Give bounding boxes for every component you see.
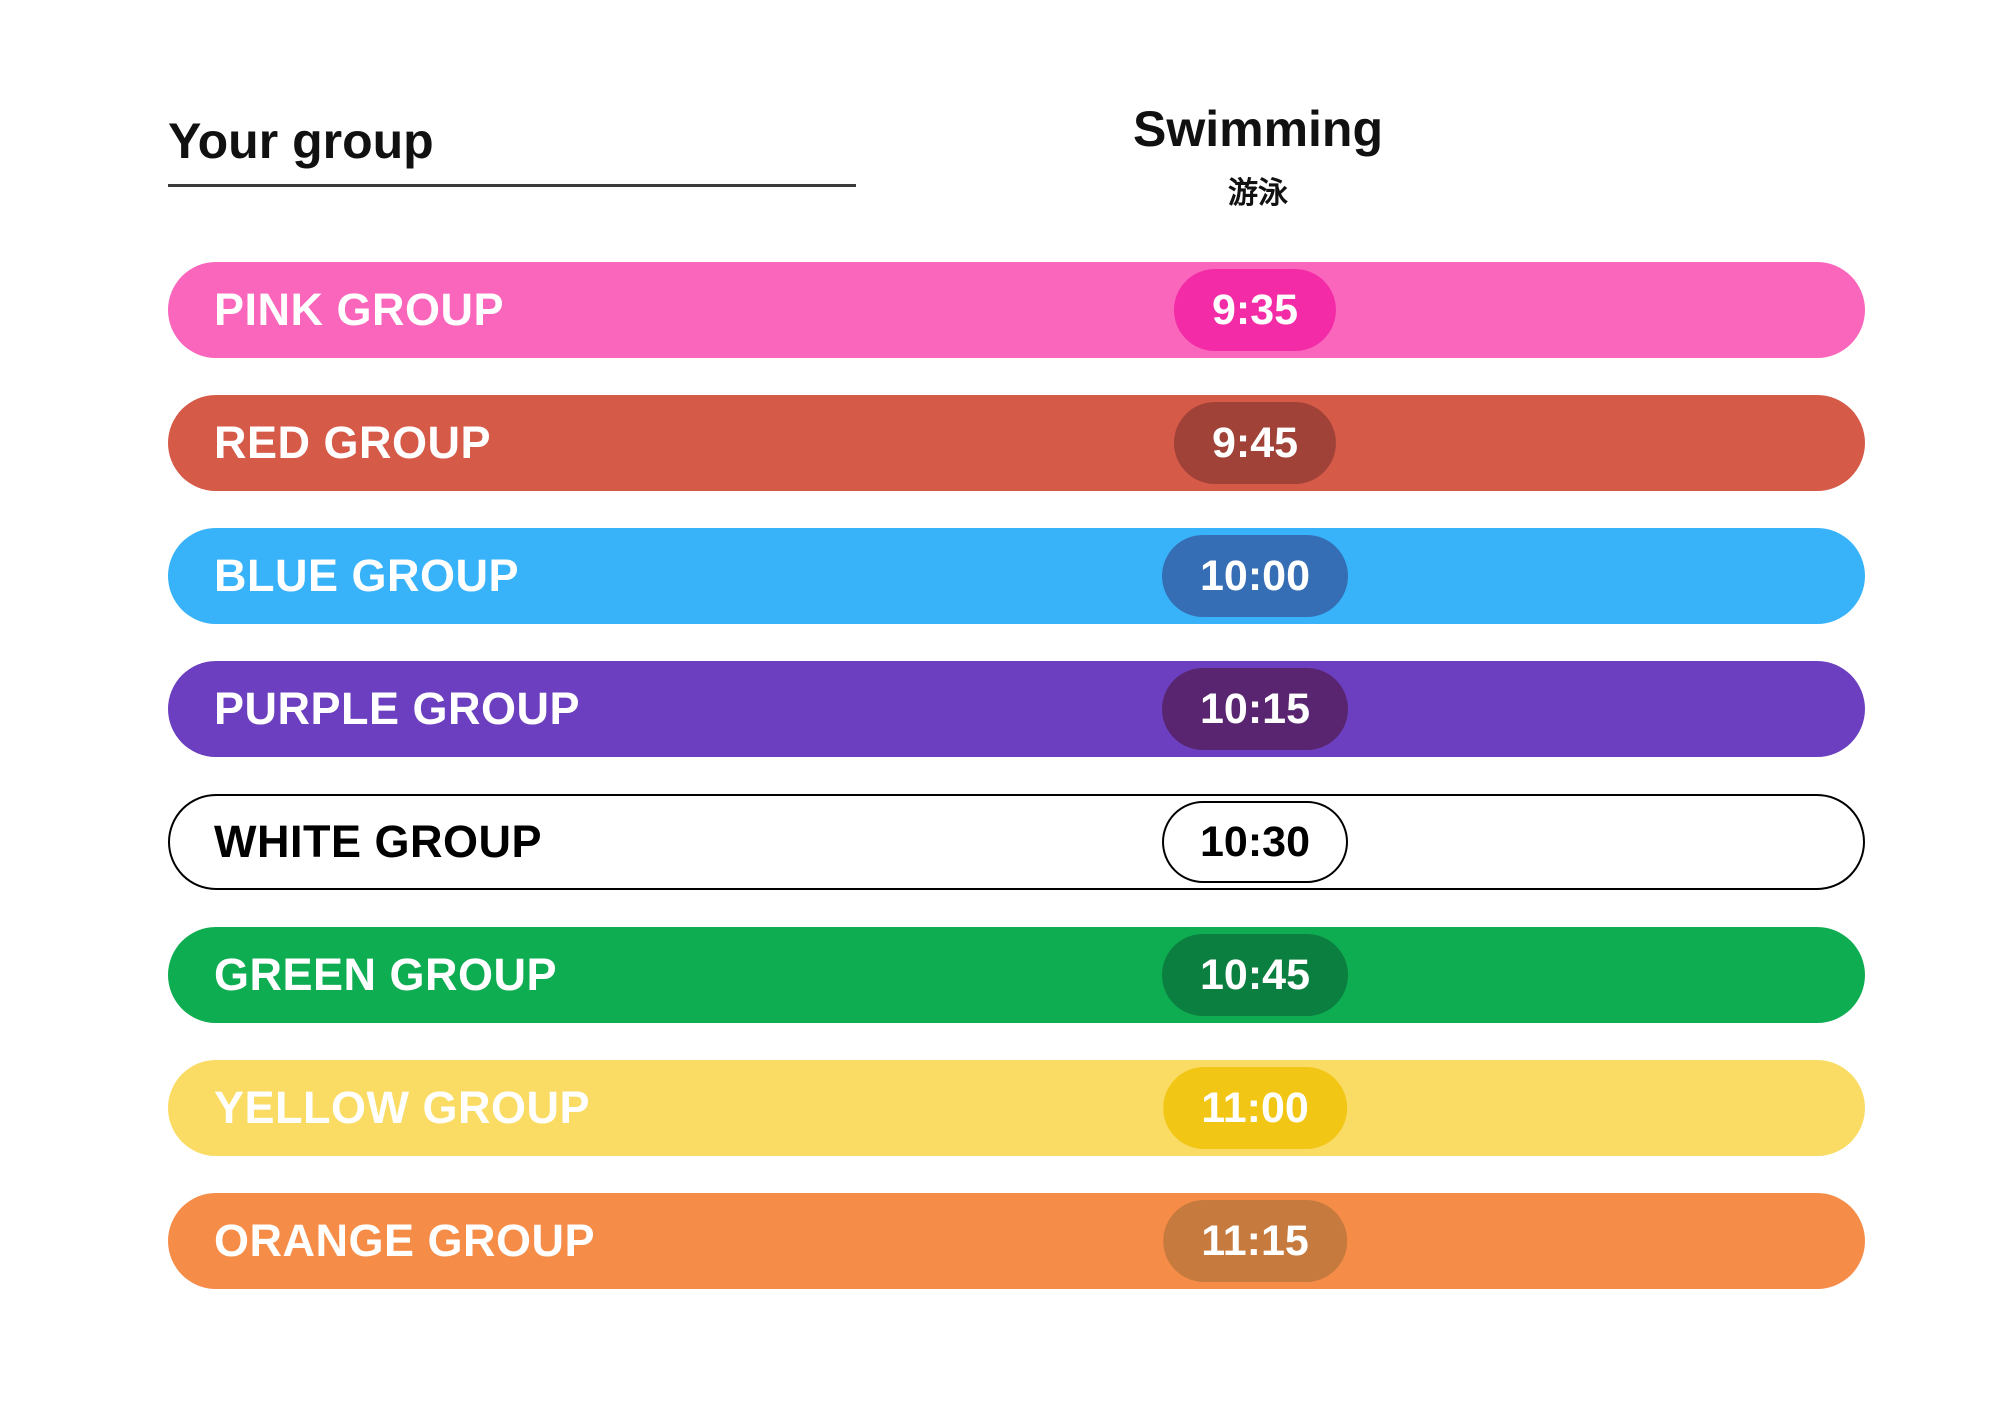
time-badge: 9:35	[1173, 269, 1337, 351]
activity-title: Swimming	[1132, 101, 1384, 157]
time-badge: 10:15	[1162, 668, 1348, 750]
group-row-orange: ORANGE GROUP 11:15	[168, 1193, 1865, 1289]
time-badge: 11:00	[1163, 1067, 1347, 1149]
group-column-title: Your group	[168, 112, 856, 187]
group-label: YELLOW GROUP	[214, 1082, 590, 1133]
group-label: ORANGE GROUP	[214, 1215, 596, 1266]
group-label: BLUE GROUP	[214, 550, 520, 601]
activity-subtitle-chinese: 游泳	[1228, 177, 1288, 210]
group-row-blue: BLUE GROUP 10:00	[168, 528, 1865, 624]
time-badge: 11:15	[1163, 1200, 1347, 1282]
group-row-green: GREEN GROUP 10:45	[168, 927, 1865, 1023]
group-schedule-list: PINK GROUP 9:35 RED GROUP 9:45 BLUE GROU…	[168, 262, 1865, 1326]
time-badge: 10:30	[1162, 801, 1348, 883]
group-label: RED GROUP	[214, 417, 492, 468]
time-badge: 10:45	[1162, 934, 1348, 1016]
group-row-white: WHITE GROUP 10:30	[168, 794, 1865, 890]
group-label: WHITE GROUP	[214, 816, 542, 867]
group-row-red: RED GROUP 9:45	[168, 395, 1865, 491]
group-row-purple: PURPLE GROUP 10:15	[168, 661, 1865, 757]
group-label: GREEN GROUP	[214, 949, 558, 1000]
activity-header: Swimming 游泳	[1053, 100, 1463, 212]
group-label: PINK GROUP	[214, 284, 505, 335]
time-badge: 9:45	[1173, 402, 1337, 484]
group-row-yellow: YELLOW GROUP 11:00	[168, 1060, 1865, 1156]
group-label: PURPLE GROUP	[214, 683, 581, 734]
time-badge: 10:00	[1162, 535, 1348, 617]
group-row-pink: PINK GROUP 9:35	[168, 262, 1865, 358]
